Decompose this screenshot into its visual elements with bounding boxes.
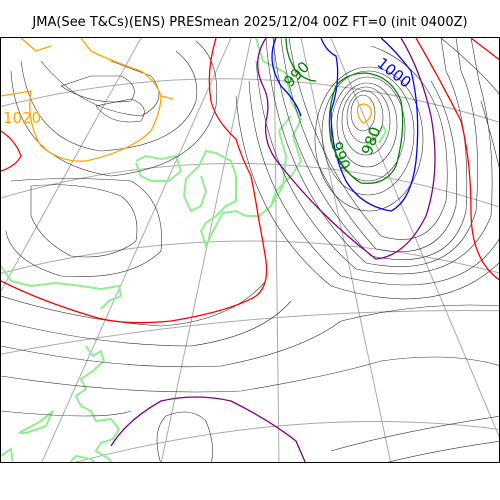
contour-labels: 1020 1000 990 990 980: [3, 54, 415, 172]
isobar: [10, 40, 218, 177]
isobar: [280, 38, 457, 253]
isobar: [330, 416, 499, 452]
isobar: [440, 38, 499, 95]
isobar-980: [356, 103, 372, 124]
isobar: [1, 410, 132, 417]
isobar: [40, 60, 160, 117]
isobar: [330, 76, 406, 182]
isobar: [1, 304, 499, 368]
coastline: [18, 410, 54, 434]
isobar: [1, 356, 499, 393]
coastline: [74, 345, 121, 462]
isobar: [341, 86, 391, 156]
isobar: [5, 178, 162, 277]
coastline: [135, 154, 183, 182]
contour-label: 1000: [374, 54, 415, 92]
isobar: [60, 75, 135, 103]
isobars: [1, 38, 499, 462]
coastlines: [1, 38, 388, 462]
isobar: [1, 300, 292, 347]
isobar-1000: [271, 38, 419, 212]
isobar-1008: [110, 38, 436, 462]
coastline: [1, 447, 14, 462]
contour-label: 1020: [3, 109, 41, 127]
parallel-line: [1, 162, 499, 208]
coastline: [1, 265, 123, 310]
contour-label: 990: [327, 139, 354, 172]
isobar: [387, 440, 499, 462]
parallel-line: [1, 240, 499, 274]
isobar: [156, 411, 213, 462]
coastline: [365, 124, 388, 147]
parallel-line: [1, 78, 499, 123]
pressure-map: 1020 1000 990 990 980: [1, 38, 499, 462]
isobar-1012: [1, 38, 499, 324]
isobar: [314, 66, 424, 212]
map-frame: 1020 1000 990 990 980: [0, 37, 500, 463]
isobar-1012-left: [1, 130, 22, 172]
isobar: [248, 80, 499, 286]
isobar: [350, 94, 376, 132]
contour-label: 980: [358, 124, 385, 157]
isobar-1020: [1, 38, 174, 162]
isobar: [1, 280, 267, 327]
map-title: JMA(See T&Cs)(ENS) PRESmean 2025/12/04 0…: [32, 15, 468, 30]
isobar: [235, 95, 499, 300]
isobar: [30, 184, 138, 258]
isobar: [265, 38, 478, 267]
parallel-line: [1, 310, 499, 355]
isobar: [20, 50, 198, 152]
isobar: [95, 98, 145, 123]
isobar: [321, 70, 415, 196]
meridian-line: [300, 38, 392, 462]
coastline: [270, 115, 292, 207]
meridian-line: [273, 38, 280, 462]
isobar: [336, 82, 398, 168]
parallel-line: [74, 421, 499, 462]
meridian-line: [41, 38, 232, 462]
isobar: [346, 90, 384, 144]
isobar: [480, 100, 499, 169]
isobar-990: [285, 38, 404, 185]
coastline: [182, 38, 303, 249]
graticule: [1, 38, 499, 462]
meridian-line: [160, 38, 252, 462]
coastline: [69, 454, 96, 462]
